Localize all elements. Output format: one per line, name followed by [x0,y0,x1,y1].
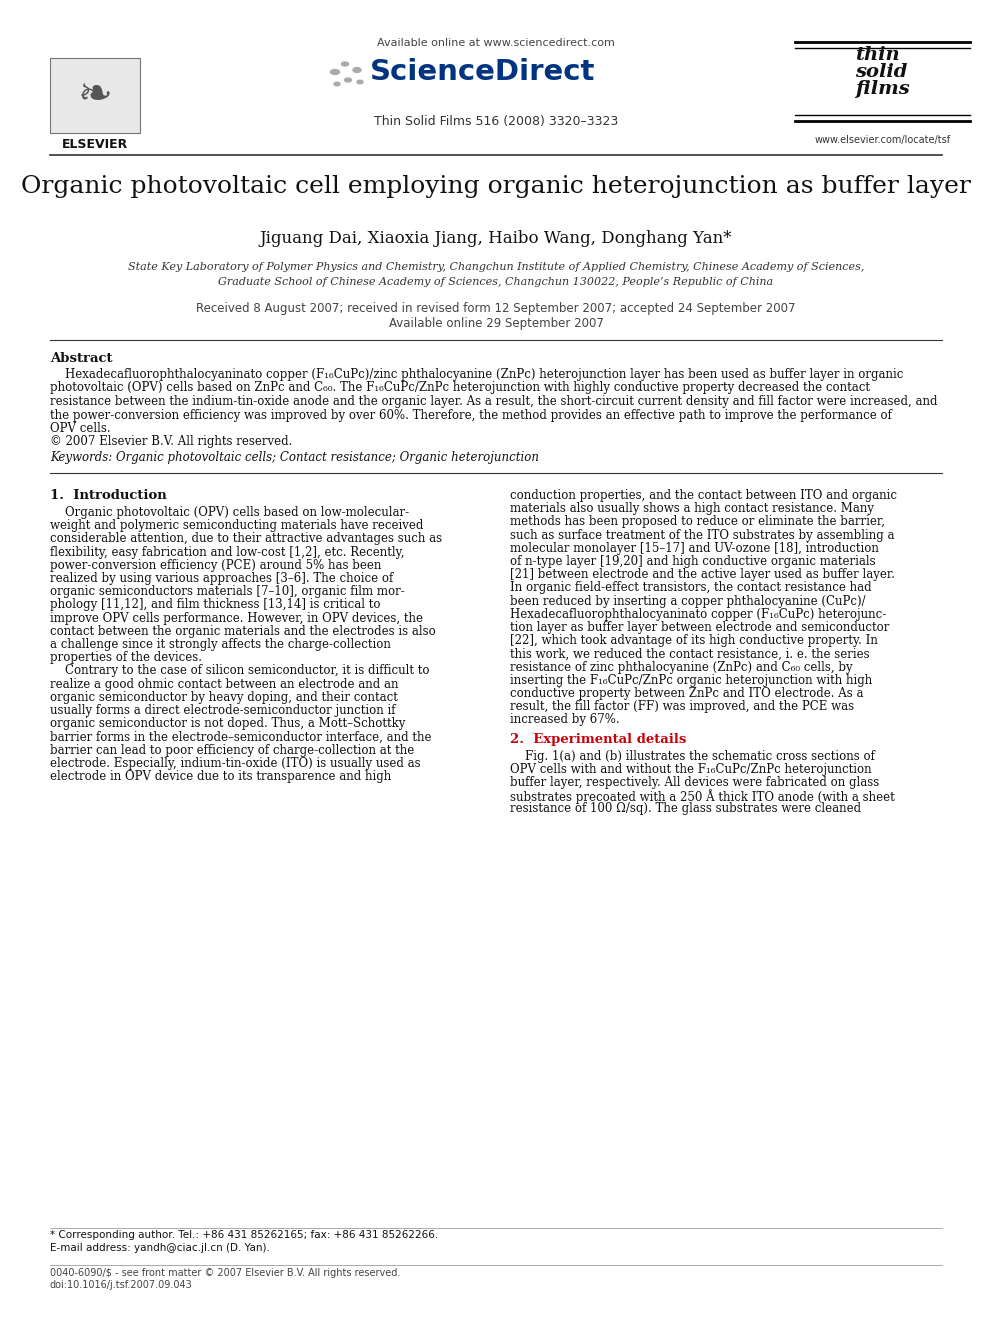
Text: weight and polymeric semiconducting materials have received: weight and polymeric semiconducting mate… [50,519,424,532]
Text: doi:10.1016/j.tsf.2007.09.043: doi:10.1016/j.tsf.2007.09.043 [50,1279,192,1290]
Text: realized by using various approaches [3–6]. The choice of: realized by using various approaches [3–… [50,572,393,585]
Text: this work, we reduced the contact resistance, i. e. the series: this work, we reduced the contact resist… [510,647,870,660]
Text: Graduate School of Chinese Academy of Sciences, Changchun 130022, People’s Repub: Graduate School of Chinese Academy of Sc… [218,277,774,287]
Ellipse shape [334,82,340,86]
Text: OPV cells with and without the F₁₆CuPc/ZnPc heterojunction: OPV cells with and without the F₁₆CuPc/Z… [510,763,872,775]
Text: methods has been proposed to reduce or eliminate the barrier,: methods has been proposed to reduce or e… [510,516,885,528]
Text: power-conversion efficiency (PCE) around 5% has been: power-conversion efficiency (PCE) around… [50,558,381,572]
Text: Available online at www.sciencedirect.com: Available online at www.sciencedirect.co… [377,38,615,48]
Text: organic semiconductors materials [7–10], organic film mor-: organic semiconductors materials [7–10],… [50,585,405,598]
Text: photovoltaic (OPV) cells based on ZnPc and C₆₀. The F₁₆CuPc/ZnPc heterojunction : photovoltaic (OPV) cells based on ZnPc a… [50,381,870,394]
Text: of n-type layer [19,20] and high conductive organic materials: of n-type layer [19,20] and high conduct… [510,556,876,568]
Text: ❧: ❧ [77,74,112,116]
Text: [21] between electrode and the active layer used as buffer layer.: [21] between electrode and the active la… [510,568,895,581]
Text: 0040-6090/$ - see front matter © 2007 Elsevier B.V. All rights reserved.: 0040-6090/$ - see front matter © 2007 El… [50,1267,401,1278]
Text: electrode in OPV device due to its transparence and high: electrode in OPV device due to its trans… [50,770,391,783]
Text: Available online 29 September 2007: Available online 29 September 2007 [389,318,603,329]
Text: State Key Laboratory of Polymer Physics and Chemistry, Changchun Institute of Ap: State Key Laboratory of Polymer Physics … [128,262,864,273]
Text: Hexadecafluorophthalocyaninato copper (F₁₆CuPc) heterojunc-: Hexadecafluorophthalocyaninato copper (F… [510,607,886,620]
Text: * Corresponding author. Tel.: +86 431 85262165; fax: +86 431 85262266.: * Corresponding author. Tel.: +86 431 85… [50,1230,438,1240]
Text: E-mail address: yandh@ciac.jl.cn (D. Yan).: E-mail address: yandh@ciac.jl.cn (D. Yan… [50,1244,270,1253]
Text: result, the fill factor (FF) was improved, and the PCE was: result, the fill factor (FF) was improve… [510,700,854,713]
Text: Received 8 August 2007; received in revised form 12 September 2007; accepted 24 : Received 8 August 2007; received in revi… [196,302,796,315]
Text: ELSEVIER: ELSEVIER [62,138,128,151]
Ellipse shape [344,78,351,82]
Text: improve OPV cells performance. However, in OPV devices, the: improve OPV cells performance. However, … [50,611,423,624]
Text: Fig. 1(a) and (b) illustrates the schematic cross sections of: Fig. 1(a) and (b) illustrates the schema… [510,750,875,762]
Text: © 2007 Elsevier B.V. All rights reserved.: © 2007 Elsevier B.V. All rights reserved… [50,435,293,448]
Text: 1.  Introduction: 1. Introduction [50,490,167,501]
Bar [50,57,140,132]
Text: www.elsevier.com/locate/tsf: www.elsevier.com/locate/tsf [814,135,950,146]
Text: barrier forms in the electrode–semiconductor interface, and the: barrier forms in the electrode–semicondu… [50,730,432,744]
Text: resistance between the indium-tin-oxide anode and the organic layer. As a result: resistance between the indium-tin-oxide … [50,396,937,407]
Text: considerable attention, due to their attractive advantages such as: considerable attention, due to their att… [50,532,442,545]
Text: flexibility, easy fabrication and low-cost [1,2], etc. Recently,: flexibility, easy fabrication and low-co… [50,545,405,558]
Ellipse shape [341,62,348,66]
Text: Contrary to the case of silicon semiconductor, it is difficult to: Contrary to the case of silicon semicond… [50,664,430,677]
Text: OPV cells.: OPV cells. [50,422,111,435]
Text: molecular monolayer [15–17] and UV-ozone [18], introduction: molecular monolayer [15–17] and UV-ozone… [510,542,879,554]
Text: Organic photovoltaic (OPV) cells based on low-molecular-: Organic photovoltaic (OPV) cells based o… [50,505,409,519]
Text: thin
solid
films: thin solid films [855,46,910,98]
Text: resistance of 100 Ω/sq). The glass substrates were cleaned: resistance of 100 Ω/sq). The glass subst… [510,803,861,815]
Text: usually forms a direct electrode-semiconductor junction if: usually forms a direct electrode-semicon… [50,704,396,717]
Text: organic semiconductor is not doped. Thus, a Mott–Schottky: organic semiconductor is not doped. Thus… [50,717,406,730]
Text: the power-conversion efficiency was improved by over 60%. Therefore, the method : the power-conversion efficiency was impr… [50,409,892,422]
Text: inserting the F₁₆CuPc/ZnPc organic heterojunction with high: inserting the F₁₆CuPc/ZnPc organic heter… [510,673,872,687]
Text: conductive property between ZnPc and ITO electrode. As a: conductive property between ZnPc and ITO… [510,687,863,700]
Text: Jiguang Dai, Xiaoxia Jiang, Haibo Wang, Donghang Yan*: Jiguang Dai, Xiaoxia Jiang, Haibo Wang, … [260,230,732,247]
Text: Organic photovoltaic cell employing organic heterojunction as buffer layer: Organic photovoltaic cell employing orga… [21,175,971,198]
Text: materials also usually shows a high contact resistance. Many: materials also usually shows a high cont… [510,503,874,515]
Text: conduction properties, and the contact between ITO and organic: conduction properties, and the contact b… [510,490,897,501]
Ellipse shape [330,70,339,74]
Text: properties of the devices.: properties of the devices. [50,651,202,664]
Text: phology [11,12], and film thickness [13,14] is critical to: phology [11,12], and film thickness [13,… [50,598,381,611]
Text: electrode. Especially, indium-tin-oxide (ITO) is usually used as: electrode. Especially, indium-tin-oxide … [50,757,421,770]
Text: In organic field-effect transistors, the contact resistance had: In organic field-effect transistors, the… [510,581,872,594]
Text: ScienceDirect: ScienceDirect [370,58,595,86]
Text: Hexadecafluorophthalocyaninato copper (F₁₆CuPc)/zinc phthalocyanine (ZnPc) heter: Hexadecafluorophthalocyaninato copper (F… [50,368,904,381]
Text: 2.  Experimental details: 2. Experimental details [510,733,686,746]
Text: resistance of zinc phthalocyanine (ZnPc) and C₆₀ cells, by: resistance of zinc phthalocyanine (ZnPc)… [510,660,853,673]
Text: a challenge since it strongly affects the charge-collection: a challenge since it strongly affects th… [50,638,391,651]
Text: Keywords: Organic photovoltaic cells; Contact resistance; Organic heterojunction: Keywords: Organic photovoltaic cells; Co… [50,451,539,464]
Text: realize a good ohmic contact between an electrode and an: realize a good ohmic contact between an … [50,677,399,691]
Text: buffer layer, respectively. All devices were fabricated on glass: buffer layer, respectively. All devices … [510,777,879,789]
Text: such as surface treatment of the ITO substrates by assembling a: such as surface treatment of the ITO sub… [510,529,895,541]
Text: [22], which took advantage of its high conductive property. In: [22], which took advantage of its high c… [510,634,878,647]
Text: organic semiconductor by heavy doping, and their contact: organic semiconductor by heavy doping, a… [50,691,398,704]
Text: Abstract: Abstract [50,352,112,365]
Text: been reduced by inserting a copper phthalocyanine (CuPc)/: been reduced by inserting a copper phtha… [510,594,866,607]
Text: tion layer as buffer layer between electrode and semiconductor: tion layer as buffer layer between elect… [510,620,890,634]
Text: increased by 67%.: increased by 67%. [510,713,620,726]
Text: contact between the organic materials and the electrodes is also: contact between the organic materials an… [50,624,435,638]
Ellipse shape [353,67,361,73]
Text: Thin Solid Films 516 (2008) 3320–3323: Thin Solid Films 516 (2008) 3320–3323 [374,115,618,128]
Text: substrates precoated with a 250 Å thick ITO anode (with a sheet: substrates precoated with a 250 Å thick … [510,790,895,804]
Text: barrier can lead to poor efficiency of charge-collection at the: barrier can lead to poor efficiency of c… [50,744,415,757]
Ellipse shape [357,81,363,83]
